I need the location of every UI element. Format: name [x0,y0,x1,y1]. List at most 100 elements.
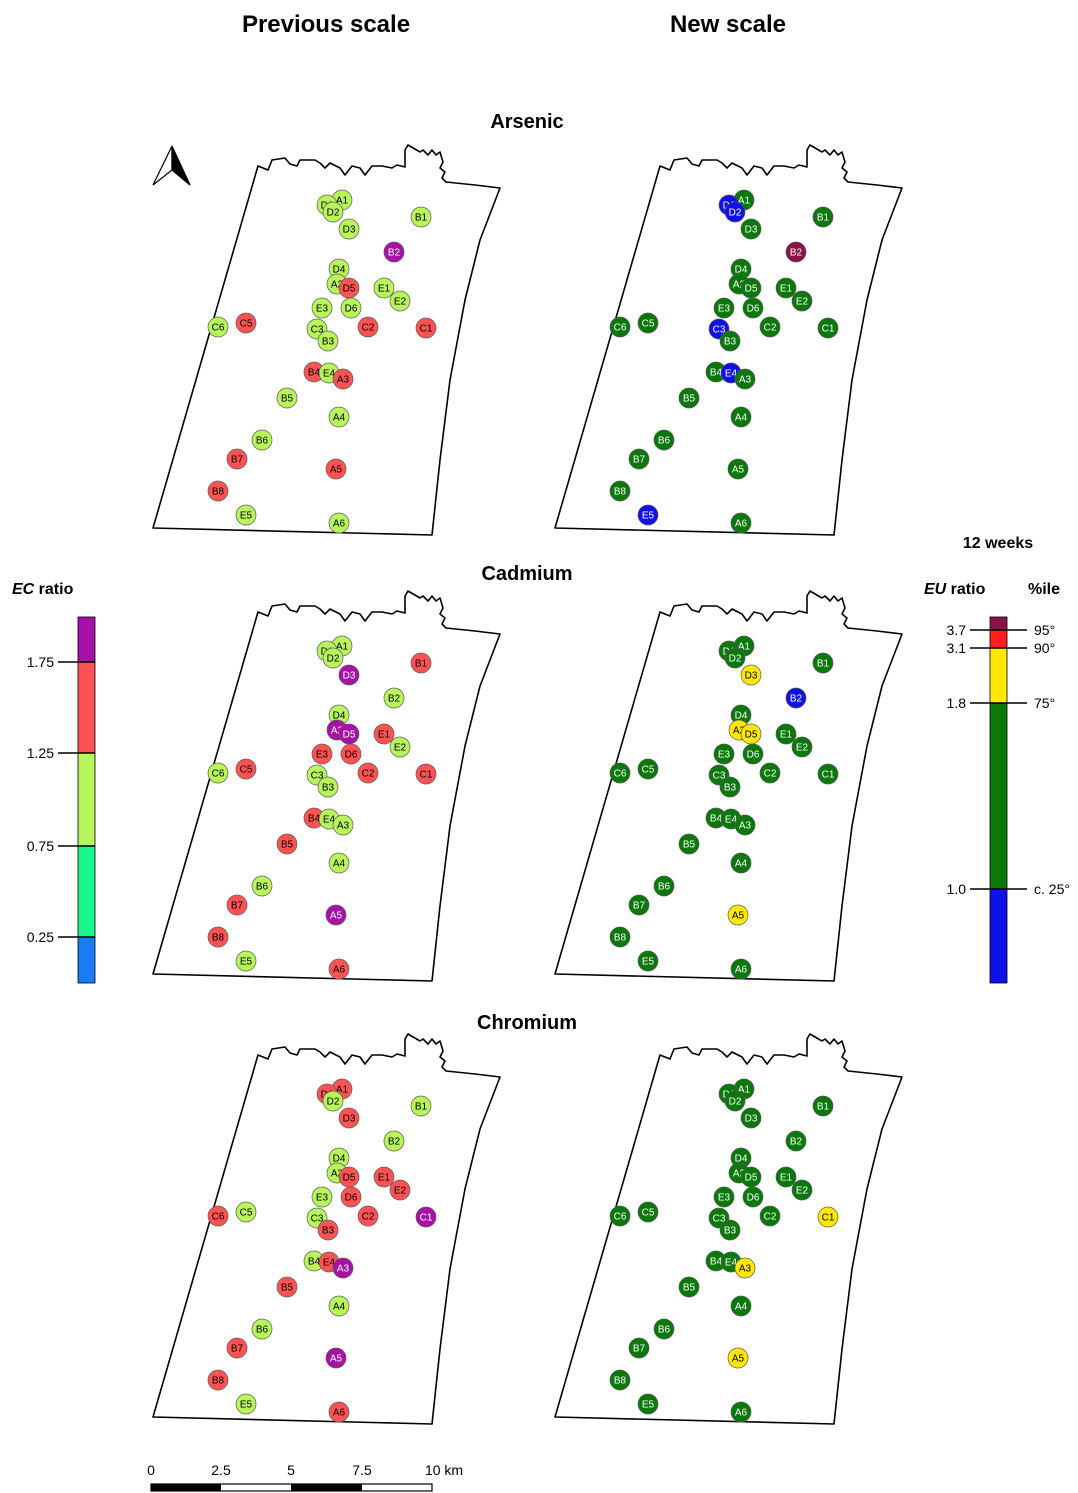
site-label-a4: A4 [735,1302,748,1313]
eu-legend-title: EU ratio [924,581,986,598]
site-label-b3: B3 [322,783,335,794]
site-label-c5: C5 [240,765,253,776]
site-label-c3: C3 [311,325,324,336]
site-marker-c5 [235,312,257,334]
site-marker-b5 [276,387,298,409]
site-label-b7: B7 [231,1344,244,1355]
site-label-b8: B8 [614,487,627,498]
north-arrow-icon [152,145,191,186]
site-marker-a6 [730,1401,752,1423]
eu-ratio-legend: 12 weeks EU ratio %ile 3.7 3.1 1.8 1.0 9… [924,535,1070,984]
eu-ratio-tick-3.1: 3.1 [947,640,967,656]
site-marker-c1 [415,763,437,785]
site-label-d6: D6 [747,1193,760,1204]
site-label-a1: A1 [738,1085,751,1096]
site-label-b2: B2 [388,248,401,259]
site-marker-a5 [325,458,347,480]
site-marker-c6 [609,1205,631,1227]
site-label-e3: E3 [718,304,731,315]
site-marker-d6 [340,297,362,319]
site-marker-a4 [328,406,350,428]
site-marker-d2 [322,201,344,223]
site-marker-a3 [734,1257,756,1279]
site-label-c1: C1 [420,324,433,335]
site-label-b8: B8 [212,933,225,944]
site-marker-a4 [730,1295,752,1317]
site-marker-d6 [742,743,764,765]
site-label-a4: A4 [735,413,748,424]
map-cadmium-previous: A1D1D2D3B1B2D4A2D5E1E2D6E3C6C5C3C2C1B3B4… [152,590,501,982]
eu-band-75-90 [990,648,1007,703]
site-label-a2: A2 [733,280,746,291]
site-label-e5: E5 [240,1400,253,1411]
site-label-a5: A5 [330,465,343,476]
site-label-c2: C2 [764,323,777,334]
site-label-d3: D3 [745,225,758,236]
site-label-d3: D3 [343,225,356,236]
site-label-a5: A5 [732,1354,745,1365]
column-title-new: New scale [670,11,786,38]
site-marker-c2 [759,1205,781,1227]
ec-tick-1.75: 1.75 [27,654,54,670]
eu-legend-header: 12 weeks [963,535,1033,552]
site-label-a2: A2 [331,1169,344,1180]
map-arsenic-new: A1D1D2D3B1B2D4A2D5E1E2D6E3C6C5C3C2C1B3B4… [554,144,903,536]
site-label-b2: B2 [790,1137,803,1148]
site-label-a5: A5 [732,911,745,922]
site-label-b6: B6 [658,1325,671,1336]
site-label-b8: B8 [614,1376,627,1387]
ec-band-1.25-1.75 [78,662,95,753]
site-label-e1: E1 [780,284,793,295]
site-label-d5: D5 [745,1173,758,1184]
site-label-a3: A3 [739,375,752,386]
site-marker-b1 [812,1095,834,1117]
site-marker-e2 [791,1179,813,1201]
site-marker-a5 [727,1347,749,1369]
site-marker-b7 [628,448,650,470]
site-marker-b6 [251,429,273,451]
row-title-arsenic: Arsenic [490,111,563,133]
site-marker-e3 [713,1186,735,1208]
site-label-a1: A1 [336,1085,349,1096]
site-label-e3: E3 [316,304,329,315]
site-label-e3: E3 [316,750,329,761]
site-label-b6: B6 [658,436,671,447]
site-label-c6: C6 [614,1212,627,1223]
site-label-e4: E4 [323,815,336,826]
site-label-a6: A6 [735,965,748,976]
site-marker-b3 [317,330,339,352]
site-marker-b3 [317,1219,339,1241]
site-marker-c5 [235,758,257,780]
site-marker-e5 [235,504,257,526]
site-marker-d3 [338,664,360,686]
site-label-e1: E1 [378,1173,391,1184]
site-marker-b8 [609,480,631,502]
site-marker-b7 [628,894,650,916]
eu-ratio-tick-1.8: 1.8 [947,695,967,711]
site-marker-a6 [328,512,350,534]
site-label-a3: A3 [337,821,350,832]
site-marker-c6 [609,762,631,784]
site-marker-b5 [678,833,700,855]
site-label-c5: C5 [240,1208,253,1219]
site-marker-e3 [713,297,735,319]
site-label-a3: A3 [739,1264,752,1275]
site-label-d3: D3 [343,671,356,682]
site-marker-b3 [317,776,339,798]
site-label-b4: B4 [710,814,723,825]
site-marker-a3 [332,814,354,836]
site-label-c3: C3 [713,325,726,336]
site-marker-b1 [410,1095,432,1117]
eu-pct-tick-95: 95° [1034,622,1055,638]
site-marker-b2 [785,1130,807,1152]
site-label-c2: C2 [764,769,777,780]
site-marker-b6 [653,1318,675,1340]
site-marker-d6 [742,1186,764,1208]
site-marker-a4 [730,852,752,874]
site-label-c1: C1 [420,1213,433,1224]
site-marker-b6 [251,875,273,897]
site-label-e5: E5 [642,511,655,522]
site-marker-e3 [311,1186,333,1208]
eu-pct-tick-75: 75° [1034,695,1055,711]
site-label-c3: C3 [713,1214,726,1225]
